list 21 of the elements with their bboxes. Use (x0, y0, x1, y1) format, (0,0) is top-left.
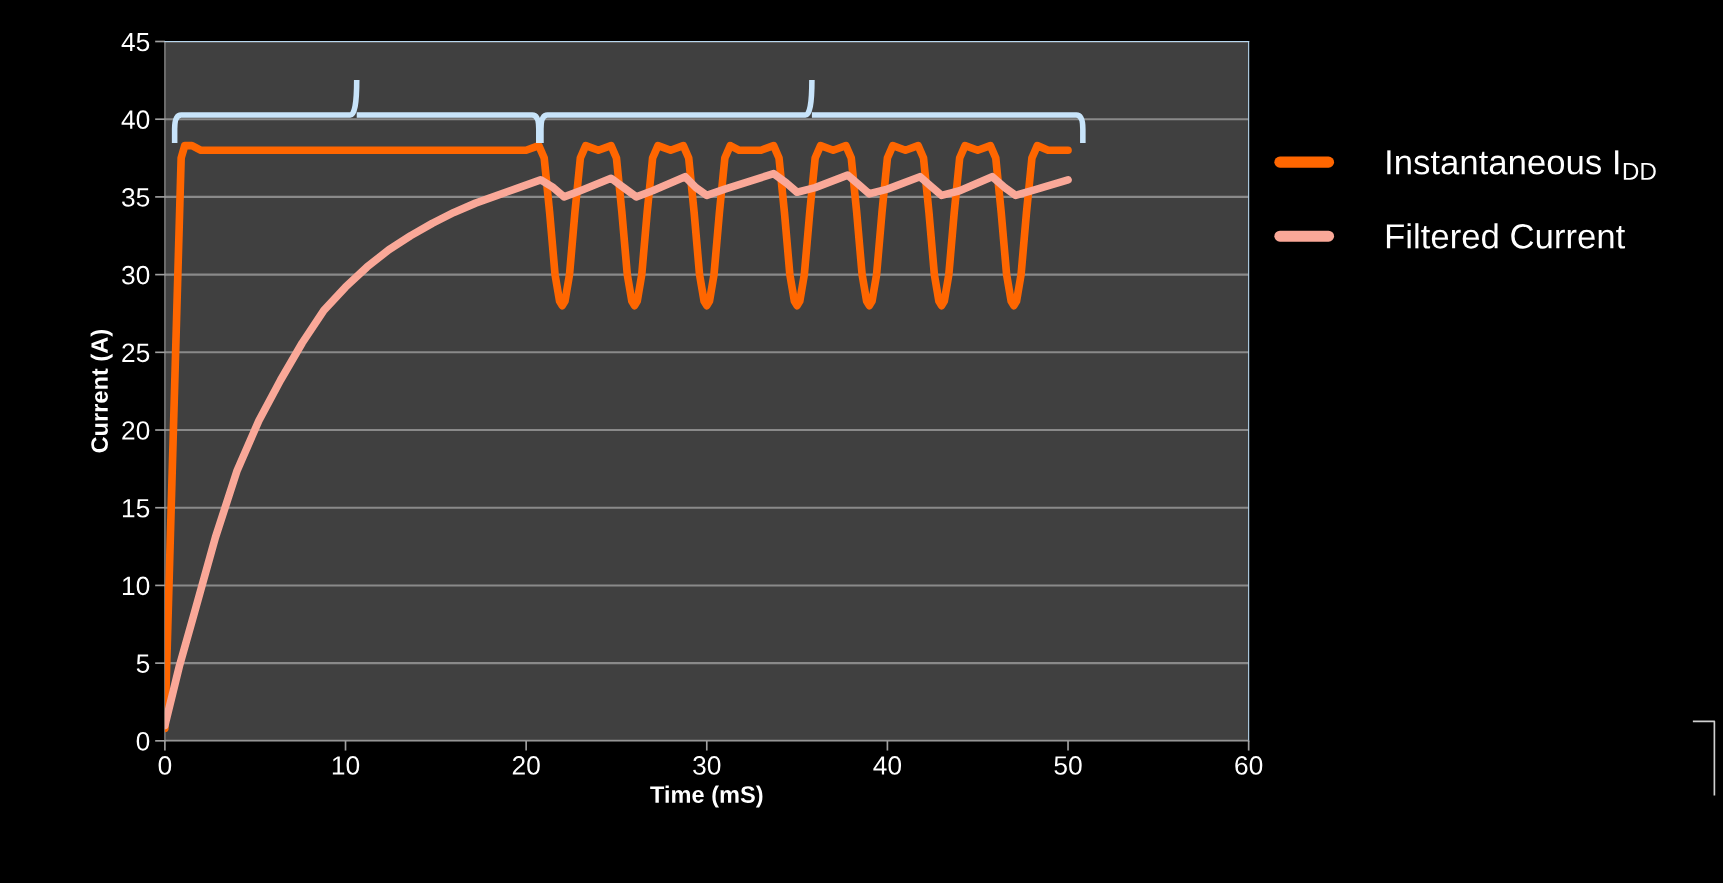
y-tick-label: 20 (122, 421, 150, 440)
y-tick-label: 0 (136, 731, 150, 751)
x-tick-label: 60 (1235, 756, 1263, 775)
y-tick-label: 35 (121, 188, 150, 207)
x-tick-label: 40 (873, 756, 902, 775)
y-tick-label: 25 (122, 343, 150, 363)
legend-label: Filtered Current (1386, 223, 1626, 249)
y-tick-label: 10 (122, 576, 150, 596)
legend-label: Instantaneous I$_{DD}$ (1387, 150, 1656, 180)
y-tick-label: 5 (136, 654, 150, 673)
y-axis-title: Current (A) (90, 330, 113, 453)
x-axis-title: Time (mS) (650, 785, 763, 808)
y-tick-label: 30 (121, 265, 150, 285)
y-tick-label: 15 (122, 499, 150, 518)
x-tick-label: 10 (332, 756, 360, 775)
y-tick-label: 40 (121, 110, 150, 130)
x-tick-label: 20 (512, 756, 540, 775)
x-tick-label: 50 (1054, 756, 1082, 775)
x-tick-label: 0 (158, 756, 172, 775)
y-tick-label: 45 (121, 32, 150, 52)
x-tick-label: 30 (693, 756, 721, 775)
